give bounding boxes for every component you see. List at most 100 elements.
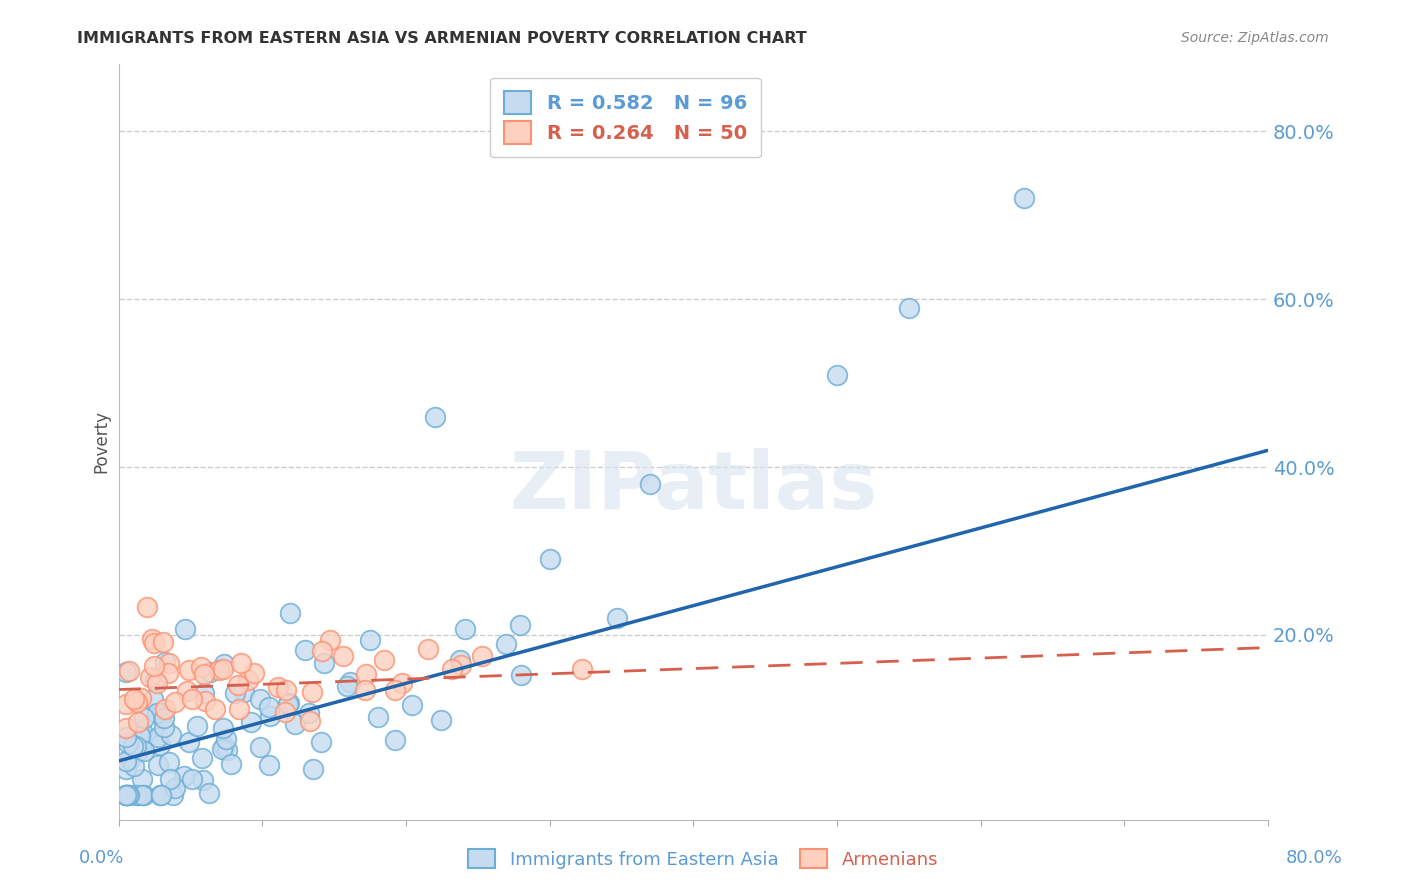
Point (453, 623, 475, 637)
Point (423, 409, 446, 424)
Point (115, 788, 138, 802)
Point (122, 691, 145, 706)
Point (267, 680, 290, 694)
Point (219, 756, 242, 771)
Point (384, 733, 406, 747)
Point (224, 686, 246, 700)
Point (243, 666, 266, 681)
Point (131, 772, 153, 787)
Point (141, 632, 163, 646)
Point (356, 666, 378, 681)
Point (249, 691, 271, 706)
Point (277, 697, 299, 711)
Point (190, 660, 212, 674)
Point (353, 683, 375, 698)
Point (215, 732, 238, 747)
Point (181, 772, 204, 786)
Point (274, 705, 297, 719)
Point (118, 664, 141, 678)
Point (149, 788, 172, 802)
Point (510, 668, 533, 682)
Text: 0.0%: 0.0% (79, 849, 124, 867)
Point (176, 683, 198, 698)
Point (131, 723, 153, 738)
Point (217, 742, 239, 756)
Point (311, 735, 333, 749)
Point (115, 762, 138, 776)
Point (152, 635, 174, 649)
Point (142, 658, 165, 673)
Point (153, 655, 176, 669)
Point (190, 751, 212, 765)
Point (125, 739, 148, 753)
Point (157, 656, 180, 670)
Point (232, 685, 254, 699)
Point (150, 706, 173, 720)
Point (384, 683, 406, 698)
Point (274, 683, 297, 698)
Point (135, 600, 157, 615)
Point (115, 788, 138, 802)
Point (208, 663, 231, 677)
Point (228, 702, 250, 716)
Text: 80.0%: 80.0% (1286, 849, 1343, 867)
Point (120, 752, 142, 766)
Point (148, 758, 170, 772)
Point (149, 738, 172, 752)
Point (430, 713, 453, 727)
Point (117, 788, 139, 802)
Point (181, 692, 204, 706)
Point (450, 653, 472, 667)
Point (194, 694, 217, 708)
Point (211, 742, 233, 756)
Point (115, 788, 138, 802)
Point (138, 670, 160, 684)
Point (249, 739, 271, 754)
Point (214, 657, 236, 672)
Point (471, 649, 494, 664)
Point (163, 695, 186, 709)
Point (134, 788, 156, 802)
Text: IMMIGRANTS FROM EASTERN ASIA VS ARMENIAN POVERTY CORRELATION CHART: IMMIGRANTS FROM EASTERN ASIA VS ARMENIAN… (77, 31, 807, 46)
Point (127, 788, 149, 802)
Point (359, 632, 381, 647)
Point (319, 633, 342, 648)
Point (127, 715, 149, 730)
Point (115, 665, 138, 679)
Point (159, 772, 181, 786)
Point (278, 607, 301, 621)
Point (277, 696, 299, 710)
Point (229, 656, 252, 670)
Point (165, 781, 187, 796)
Legend: R = 0.582   N = 96, R = 0.264   N = 50: R = 0.582 N = 96, R = 0.264 N = 50 (491, 78, 761, 158)
Point (129, 730, 152, 744)
Point (297, 706, 319, 720)
Point (193, 686, 215, 700)
Point (135, 731, 157, 746)
Point (897, 301, 920, 315)
Point (440, 662, 463, 676)
Point (240, 715, 263, 730)
Point (193, 667, 215, 681)
Point (212, 662, 235, 676)
Point (825, 368, 848, 382)
Point (294, 643, 316, 657)
Point (197, 787, 219, 801)
Point (115, 730, 138, 744)
Point (191, 773, 214, 788)
Y-axis label: Poverty: Poverty (93, 410, 110, 474)
Point (153, 711, 176, 725)
Point (173, 769, 195, 783)
Point (204, 702, 226, 716)
Point (177, 663, 200, 677)
Point (301, 685, 323, 699)
Point (115, 788, 138, 802)
Point (336, 679, 359, 693)
Point (115, 697, 138, 711)
Point (115, 754, 138, 768)
Text: Source: ZipAtlas.com: Source: ZipAtlas.com (1181, 31, 1329, 45)
Point (122, 758, 145, 772)
Legend: Immigrants from Eastern Asia, Armenians: Immigrants from Eastern Asia, Armenians (461, 842, 945, 876)
Point (174, 622, 197, 636)
Point (160, 728, 183, 742)
